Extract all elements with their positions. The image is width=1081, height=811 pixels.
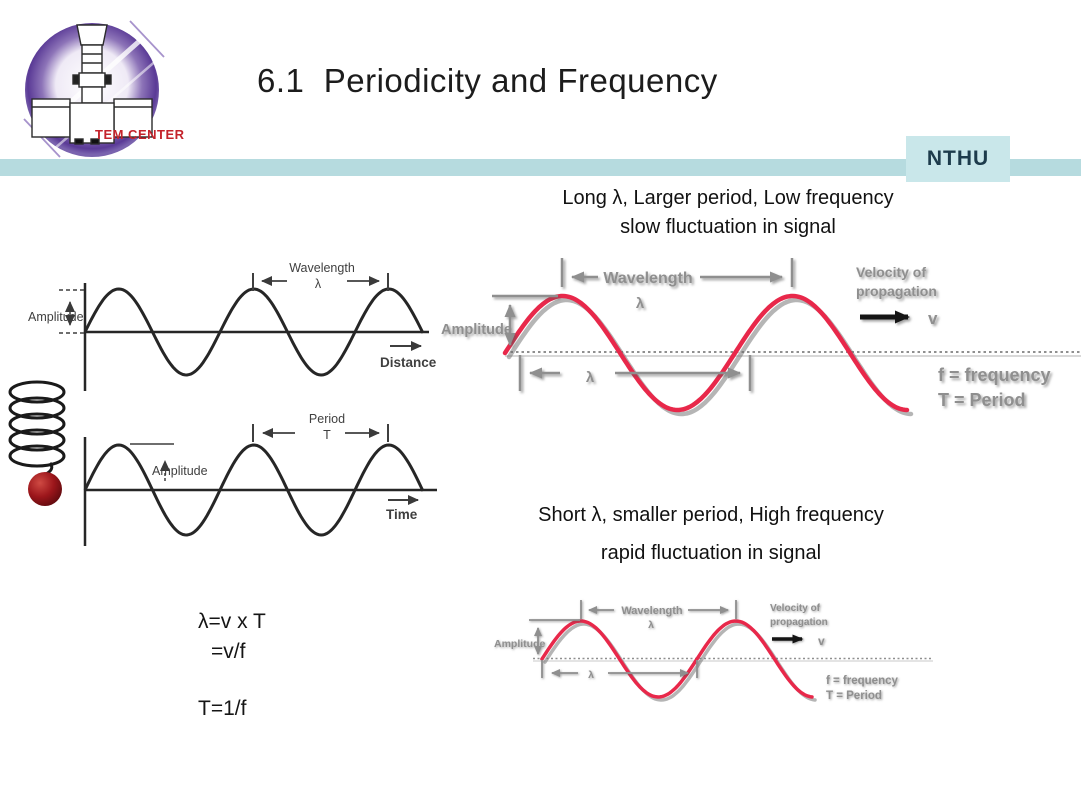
velocity-label-line2: propagation xyxy=(856,283,937,299)
measurements: Wavelength λ Amplitude λ Velocity of pro… xyxy=(494,600,899,702)
wavelength-label: Wavelength xyxy=(603,270,692,287)
equation-lambda-vf: =v/f xyxy=(211,640,246,663)
time-wave: Amplitude Period T Time xyxy=(83,412,437,546)
equation-t-1f: T=1/f xyxy=(198,697,247,720)
period-definition: T = Period xyxy=(826,690,882,702)
lambda-symbol: λ xyxy=(636,295,645,312)
distance-wave: Amplitude Wavelength λ Distance xyxy=(28,261,437,391)
microscope-drawing xyxy=(31,24,153,145)
caption-long-line2: slow fluctuation in signal xyxy=(620,216,836,238)
pendulum-ball xyxy=(28,472,62,506)
amplitude-label: Amplitude xyxy=(152,464,208,478)
velocity-symbol: v xyxy=(928,309,938,328)
accent-bar xyxy=(0,159,1081,176)
period-symbol: T xyxy=(323,428,331,442)
logo-sparkle xyxy=(23,118,61,158)
velocity-symbol: v xyxy=(818,634,825,648)
distance-axis-label: Distance xyxy=(380,355,437,370)
period-label: Period xyxy=(309,412,345,426)
red-sine-wave xyxy=(540,619,814,699)
caption-short-line2: rapid fluctuation in signal xyxy=(600,542,822,564)
amplitude-label: Amplitude xyxy=(28,310,84,324)
frequency-definition: f = frequency xyxy=(826,675,899,687)
amplitude-label: Amplitude xyxy=(441,322,512,338)
lambda-symbol: λ xyxy=(315,277,322,291)
wavelength-label: Wavelength xyxy=(621,605,683,617)
tem-center-logo: TEM CENTER xyxy=(23,20,185,158)
time-axis-label: Time xyxy=(386,507,418,522)
logo-sparkle xyxy=(129,20,165,58)
lambda-symbol: λ xyxy=(586,369,595,386)
red-sine-wave xyxy=(502,293,910,413)
lambda-symbol: λ xyxy=(588,669,594,681)
nthu-badge: NTHU xyxy=(906,136,1010,182)
wavelength-label: Wavelength xyxy=(289,261,355,275)
spring-and-ball xyxy=(8,380,66,506)
frequency-definition: f = frequency xyxy=(938,365,1051,385)
logo-caption: TEM CENTER xyxy=(95,127,185,142)
velocity-label-line1: Velocity of xyxy=(856,264,926,280)
period-definition: T = Period xyxy=(938,390,1026,410)
velocity-label-line2: propagation xyxy=(770,617,828,628)
velocity-label-line1: Velocity of xyxy=(770,603,821,614)
sine-wave xyxy=(83,443,425,537)
equation-lambda-vt: λ=v x T xyxy=(198,610,266,633)
page-title: 6.1 Periodicity and Frequency xyxy=(257,62,718,99)
left-wave-diagram: Amplitude Wavelength λ Distance Amplitud… xyxy=(8,261,437,546)
long-wavelength-diagram: Wavelength λ Amplitude λ Velocity of pro… xyxy=(441,258,1081,417)
caption-short-line1: Short λ, smaller period, High frequency xyxy=(538,504,884,526)
amplitude-label: Amplitude xyxy=(494,638,545,650)
short-wavelength-diagram: Wavelength λ Amplitude λ Velocity of pro… xyxy=(494,600,933,702)
measurements: Wavelength λ Amplitude λ Velocity of pro… xyxy=(441,258,1051,410)
lambda-symbol: λ xyxy=(648,619,654,631)
caption-long-line1: Long λ, Larger period, Low frequency xyxy=(562,187,894,209)
